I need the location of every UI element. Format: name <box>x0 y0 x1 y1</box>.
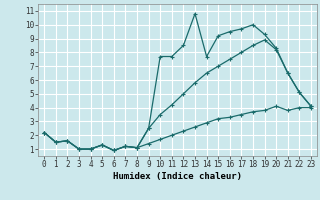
X-axis label: Humidex (Indice chaleur): Humidex (Indice chaleur) <box>113 172 242 181</box>
